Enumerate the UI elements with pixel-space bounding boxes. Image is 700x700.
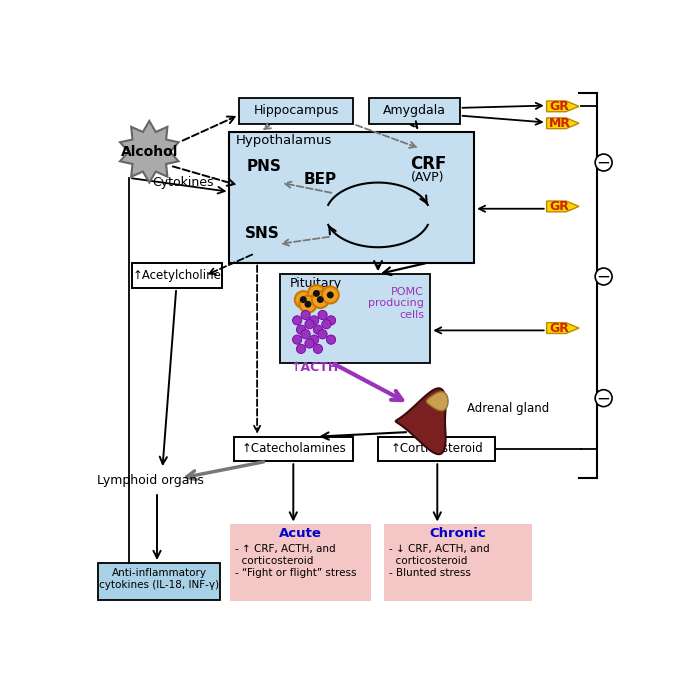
Circle shape [327,291,334,298]
Text: (AVP): (AVP) [412,172,444,184]
Text: Adrenal gland: Adrenal gland [466,402,549,415]
Polygon shape [547,101,579,112]
Text: GR: GR [550,100,570,113]
Text: −: − [596,389,610,407]
Text: BEP: BEP [304,172,337,187]
Circle shape [595,154,612,171]
Text: Lymphoid organs: Lymphoid organs [97,474,204,487]
Text: GR: GR [550,200,570,213]
Circle shape [312,291,329,308]
Circle shape [296,344,306,354]
Text: Alcohol: Alcohol [120,145,178,159]
Circle shape [326,316,336,325]
Circle shape [295,291,312,308]
Circle shape [304,301,312,308]
FancyBboxPatch shape [230,524,371,601]
Circle shape [301,330,310,339]
FancyBboxPatch shape [99,563,220,600]
Text: Chronic: Chronic [430,527,486,540]
Text: Hippocampus: Hippocampus [253,104,339,118]
Text: MR: MR [549,117,570,130]
Circle shape [322,286,339,304]
Circle shape [293,335,302,344]
Polygon shape [426,392,448,411]
Circle shape [595,268,612,285]
Polygon shape [395,389,446,454]
Text: CRF: CRF [410,155,446,173]
Circle shape [318,310,327,320]
Circle shape [314,325,323,335]
Circle shape [317,296,323,303]
Text: Hypothalamus: Hypothalamus [235,134,332,148]
Circle shape [308,285,325,302]
Circle shape [595,390,612,407]
Text: ↑Corticosteroid: ↑Corticosteroid [390,442,483,456]
FancyBboxPatch shape [234,437,354,461]
Text: - ↑ CRF, ACTH, and
  corticosteroid
- “Fight or flight” stress: - ↑ CRF, ACTH, and corticosteroid - “Fig… [234,545,356,578]
Text: POMC
producing
cells: POMC producing cells [368,286,424,320]
Circle shape [300,296,307,303]
Text: GR: GR [550,321,570,335]
Circle shape [309,335,318,344]
Circle shape [313,290,320,297]
FancyBboxPatch shape [132,263,223,288]
Circle shape [296,325,306,335]
Circle shape [309,316,318,325]
FancyBboxPatch shape [230,132,475,262]
FancyBboxPatch shape [378,437,495,461]
Text: SNS: SNS [245,226,279,241]
Circle shape [305,339,314,348]
FancyBboxPatch shape [280,274,430,363]
Text: - ↓ CRF, ACTH, and
  corticosteroid
- Blunted stress: - ↓ CRF, ACTH, and corticosteroid - Blun… [389,545,489,578]
Text: ↑ACTH: ↑ACTH [291,361,340,374]
FancyBboxPatch shape [384,524,532,601]
Polygon shape [547,201,579,212]
Text: PNS: PNS [246,159,281,174]
Polygon shape [547,118,579,129]
FancyBboxPatch shape [239,98,354,124]
Text: Acute: Acute [279,527,322,540]
Text: Amygdala: Amygdala [383,104,446,118]
Text: Pituitary: Pituitary [290,277,342,290]
Text: Anti-inflammatory
cytokines (IL-18, INF-γ): Anti-inflammatory cytokines (IL-18, INF-… [99,568,219,590]
Circle shape [314,344,323,354]
Circle shape [318,330,327,339]
Text: −: − [596,267,610,286]
Circle shape [326,335,336,344]
Circle shape [301,310,310,320]
Circle shape [322,320,331,329]
Polygon shape [120,121,178,183]
Text: −: − [596,153,610,172]
Polygon shape [547,323,579,333]
Circle shape [305,320,314,329]
Text: Cytokines: Cytokines [153,176,214,189]
FancyBboxPatch shape [369,98,460,124]
Circle shape [293,316,302,325]
Text: ↑Catecholamines: ↑Catecholamines [241,442,346,456]
Circle shape [300,295,316,313]
Text: ↑Acetylcholine: ↑Acetylcholine [132,270,221,282]
